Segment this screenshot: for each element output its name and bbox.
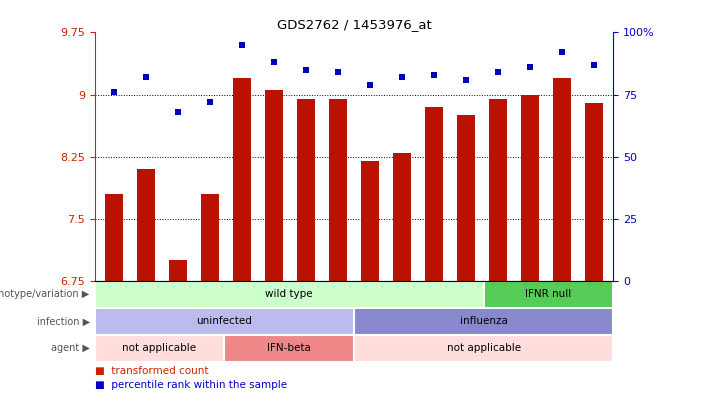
Point [300,66,311,73]
Bar [224,335,354,362]
Text: ■  transformed count: ■ transformed count [95,366,208,376]
Point [268,59,280,66]
Bar [522,94,539,281]
Bar [354,335,613,362]
Text: uninfected: uninfected [196,316,252,326]
Point [557,49,568,55]
Point [365,81,376,88]
Point [172,109,184,115]
Bar [233,78,251,281]
Text: genotype/variation ▶: genotype/variation ▶ [0,290,90,299]
Bar [105,194,123,281]
Text: influenza: influenza [460,316,508,326]
Point [397,74,408,80]
Bar [553,78,571,281]
Text: IFNR null: IFNR null [526,290,571,299]
Bar [95,308,354,335]
Text: infection ▶: infection ▶ [36,316,90,326]
Point [524,64,536,70]
Bar [201,194,219,281]
Bar [489,99,507,281]
Point [428,71,440,78]
Point [493,69,504,75]
Bar [484,281,613,308]
Bar [329,99,347,281]
Text: ■  percentile rank within the sample: ■ percentile rank within the sample [95,380,287,390]
Text: wild type: wild type [266,290,313,299]
Point [461,77,472,83]
Bar [95,281,484,308]
Bar [95,335,224,362]
Text: not applicable: not applicable [123,343,196,354]
Bar [426,107,443,281]
Point [589,62,600,68]
Point [332,69,343,75]
Point [204,99,215,105]
Bar [361,161,379,281]
Point [140,74,151,80]
Bar [354,308,613,335]
Text: not applicable: not applicable [447,343,521,354]
Bar [169,260,186,281]
Point [236,42,247,48]
Text: IFN-beta: IFN-beta [267,343,311,354]
Title: GDS2762 / 1453976_at: GDS2762 / 1453976_at [277,18,431,31]
Point [108,89,119,95]
Text: agent ▶: agent ▶ [51,343,90,354]
Bar [297,99,315,281]
Bar [137,169,155,281]
Bar [393,153,411,281]
Bar [585,103,603,281]
Bar [457,115,475,281]
Bar [265,90,283,281]
